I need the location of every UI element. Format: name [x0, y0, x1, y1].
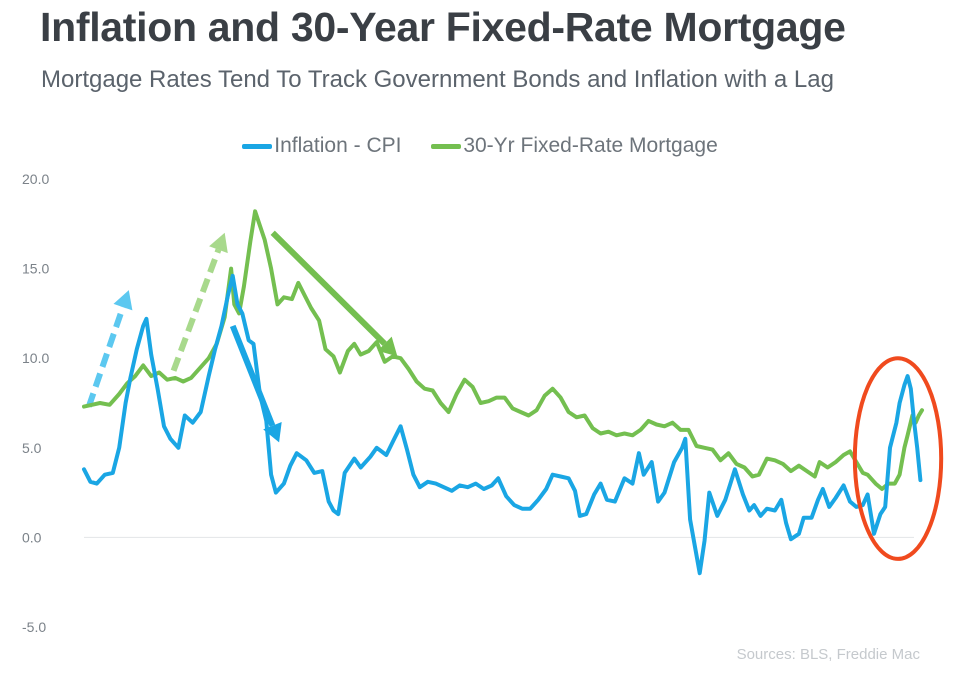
- source-note: Sources: BLS, Freddie Mac: [736, 646, 920, 663]
- legend-item-mortgage: 30-Yr Fixed-Rate Mortgage: [431, 134, 718, 158]
- legend-item-inflation: Inflation - CPI: [242, 134, 401, 158]
- y-axis: 20.0 15.0 10.0 5.0 0.0 -5.0: [22, 171, 914, 635]
- legend-label-mortgage: 30-Yr Fixed-Rate Mortgage: [463, 134, 718, 158]
- series-line-mortgage: [82, 209, 924, 491]
- legend-swatch-mortgage: [431, 144, 462, 150]
- highlight-ellipse: [852, 356, 944, 561]
- annotations: [85, 230, 398, 443]
- trend-arrow-4: [270, 230, 387, 346]
- trend-arrow-3: [229, 324, 276, 427]
- y-tick-label: 20.0: [22, 171, 49, 187]
- chart-subtitle: Mortgage Rates Tend To Track Government …: [41, 66, 834, 93]
- trend-arrow-head-2: [209, 232, 228, 254]
- y-tick-label: 10.0: [22, 350, 49, 366]
- legend-label-inflation: Inflation - CPI: [274, 134, 402, 158]
- trend-arrow-1: [85, 306, 126, 408]
- trend-arrow-2: [170, 248, 222, 372]
- legend: Inflation - CPI 30-Yr Fixed-Rate Mortgag…: [0, 134, 960, 158]
- y-tick-label: 15.0: [22, 261, 49, 277]
- y-tick-label: 0.0: [22, 529, 42, 545]
- chart-title: Inflation and 30-Year Fixed-Rate Mortgag…: [40, 4, 846, 50]
- y-tick-label: -5.0: [22, 619, 46, 635]
- series-lines: [82, 209, 944, 576]
- legend-swatch-inflation: [242, 144, 273, 150]
- series-line-inflation: [82, 273, 923, 576]
- trend-arrow-head-3: [263, 422, 282, 443]
- trend-arrow-head-1: [113, 290, 133, 311]
- y-tick-label: 5.0: [22, 440, 42, 456]
